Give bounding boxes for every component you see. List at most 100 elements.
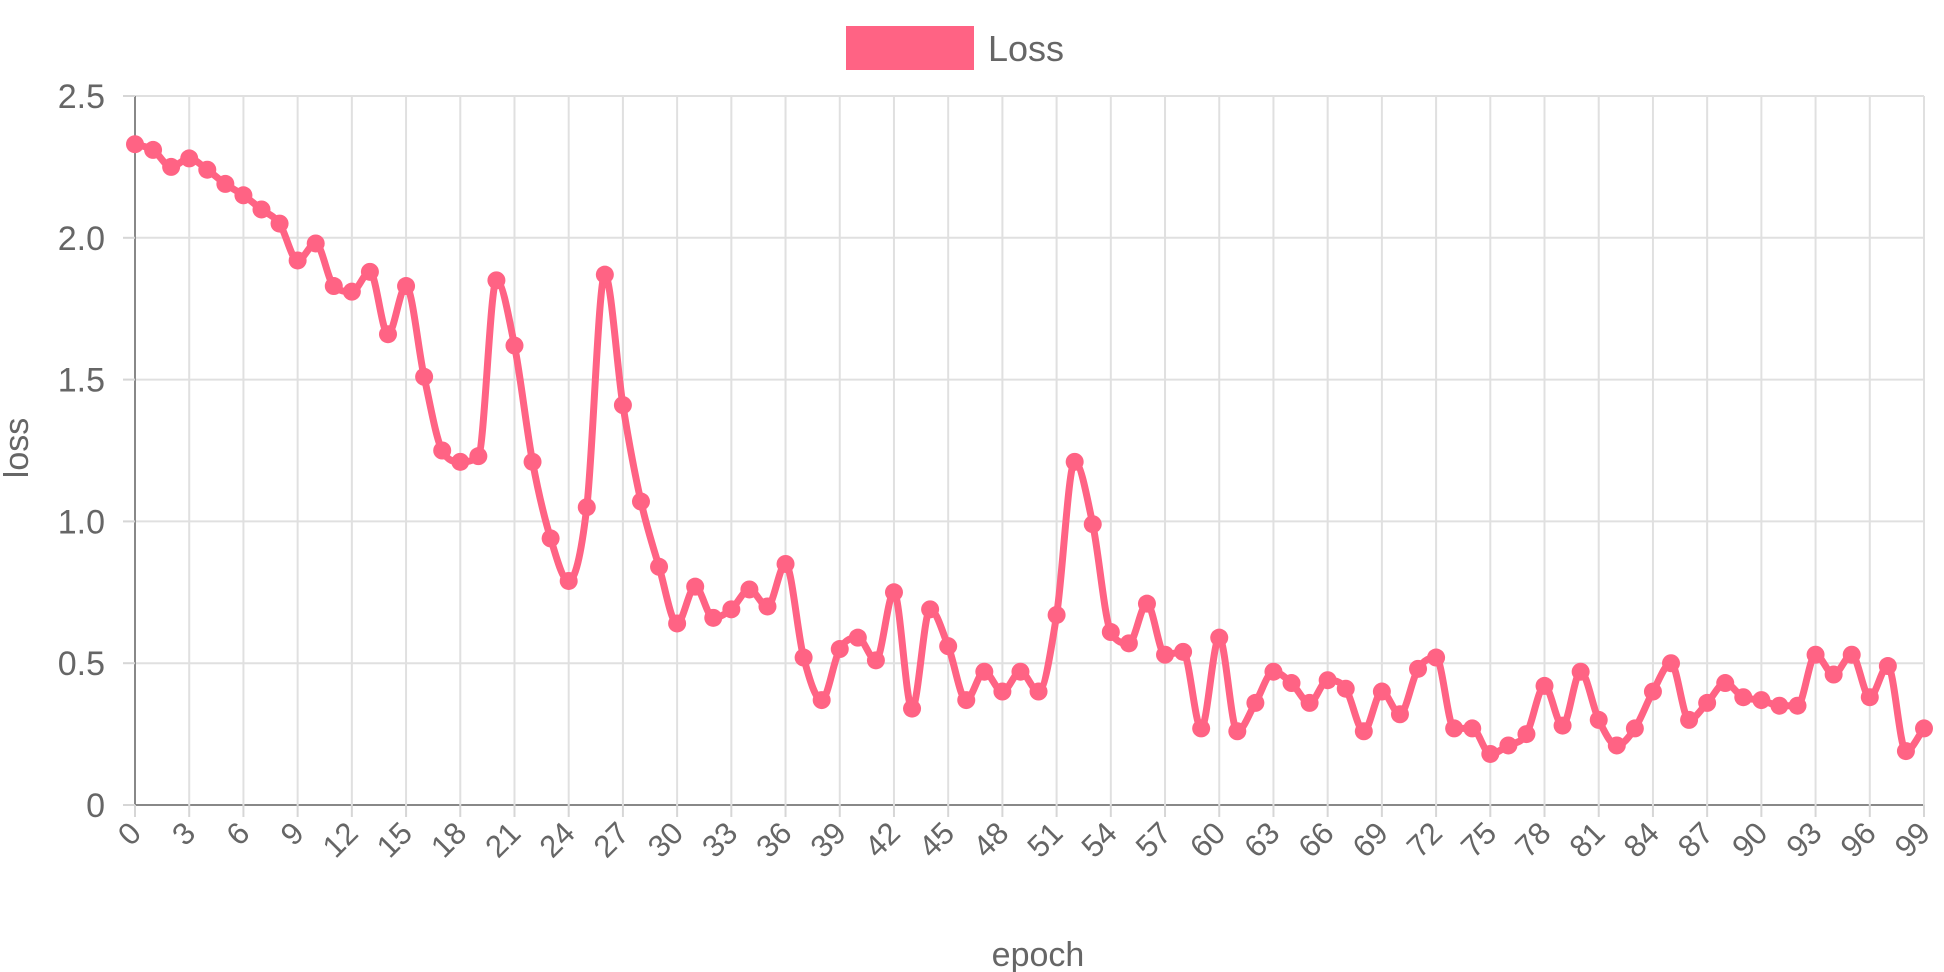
data-point [812, 691, 831, 710]
data-point [1119, 634, 1138, 653]
y-tick-label: 1.5 [58, 362, 105, 400]
x-tick-label: 69 [1346, 815, 1395, 864]
data-point [234, 186, 253, 205]
data-point [1409, 659, 1428, 678]
data-point [126, 135, 144, 154]
x-tick-label: 12 [316, 815, 365, 864]
data-point [722, 600, 741, 619]
x-tick-label: 21 [478, 815, 527, 864]
x-tick-label: 96 [1834, 815, 1883, 864]
x-tick-label: 33 [695, 815, 744, 864]
data-point [415, 367, 434, 386]
data-point [704, 608, 723, 627]
data-point [180, 149, 199, 168]
x-tick-label: 81 [1563, 815, 1612, 864]
data-point [162, 157, 181, 176]
data-point [758, 597, 777, 616]
data-point [1445, 719, 1464, 738]
data-point [1680, 710, 1699, 729]
series-loss [126, 135, 1933, 763]
x-tick-label: 15 [370, 815, 419, 864]
data-point [939, 637, 958, 656]
y-axis-title: loss [0, 418, 36, 478]
data-point [1156, 645, 1175, 664]
data-point [1318, 671, 1337, 690]
data-point [378, 325, 397, 344]
data-point [198, 160, 217, 179]
data-point [740, 580, 759, 599]
x-tick-label: 39 [804, 815, 853, 864]
data-point [1824, 665, 1843, 684]
x-tick-label: 27 [587, 815, 636, 864]
data-point [975, 662, 994, 681]
data-point [1517, 725, 1536, 744]
y-tick-label: 0 [86, 787, 105, 825]
x-tick-label: 84 [1617, 815, 1666, 864]
data-point [1788, 696, 1807, 715]
legend[interactable]: Loss [846, 26, 1064, 70]
x-axis-title: epoch [992, 936, 1085, 972]
data-point [1372, 682, 1391, 701]
x-tick-label: 72 [1400, 815, 1449, 864]
x-tick-label: 60 [1183, 815, 1232, 864]
data-point [1643, 682, 1662, 701]
data-point [505, 336, 524, 355]
data-point [1662, 654, 1681, 673]
data-point [848, 628, 867, 647]
data-point [1896, 742, 1915, 761]
data-point [1246, 693, 1265, 712]
y-tick-label: 2.0 [58, 220, 105, 258]
data-point [668, 614, 687, 633]
y-tick-label: 2.5 [58, 78, 105, 116]
x-tick-label: 63 [1237, 815, 1286, 864]
y-axis-ticks: 0 0.5 1.0 1.5 2.0 2.5 [58, 78, 105, 825]
data-point [451, 452, 470, 471]
x-tick-label: 45 [912, 815, 961, 864]
data-point [144, 140, 163, 159]
data-point [252, 200, 271, 219]
data-point [324, 277, 343, 296]
data-point [306, 234, 325, 253]
x-tick-label: 18 [424, 815, 473, 864]
data-point [1029, 682, 1048, 701]
data-point [1535, 676, 1554, 695]
data-point [577, 498, 596, 517]
data-point [433, 441, 452, 460]
x-tick-label: 99 [1888, 815, 1937, 864]
data-point [613, 396, 632, 415]
data-point [559, 571, 578, 590]
data-point [1011, 662, 1030, 681]
data-point [957, 691, 976, 710]
data-point [903, 699, 922, 718]
data-point [1770, 696, 1789, 715]
data-point [288, 251, 307, 270]
data-point [397, 277, 416, 296]
data-point [1734, 688, 1753, 707]
data-point [1354, 722, 1373, 741]
data-point [1101, 623, 1120, 642]
x-tick-label: 51 [1020, 815, 1069, 864]
data-point [1860, 688, 1879, 707]
data-point [1607, 736, 1626, 755]
data-point [993, 682, 1012, 701]
data-point [1336, 679, 1355, 698]
data-point [270, 214, 289, 233]
legend-label-loss[interactable]: Loss [988, 28, 1064, 69]
data-point [776, 554, 795, 573]
legend-swatch-loss[interactable] [846, 26, 974, 70]
data-point [1589, 710, 1608, 729]
y-tick-label: 0.5 [58, 645, 105, 683]
x-axis-ticks: 0 3 6 9 12 15 18 21 24 27 30 33 36 39 42 45 48 51 54 57 60 63… [111, 815, 1937, 864]
x-tick-label: 48 [966, 815, 1015, 864]
data-point [360, 262, 379, 281]
x-tick-label: 6 [219, 815, 256, 852]
x-tick-label: 75 [1454, 815, 1503, 864]
data-point [342, 282, 361, 301]
y-tick-label: 1.0 [58, 503, 105, 541]
x-tick-label: 90 [1725, 815, 1774, 864]
data-point [1571, 662, 1590, 681]
x-tick-label: 42 [858, 815, 907, 864]
data-point [1427, 648, 1446, 667]
data-point [1282, 674, 1301, 693]
